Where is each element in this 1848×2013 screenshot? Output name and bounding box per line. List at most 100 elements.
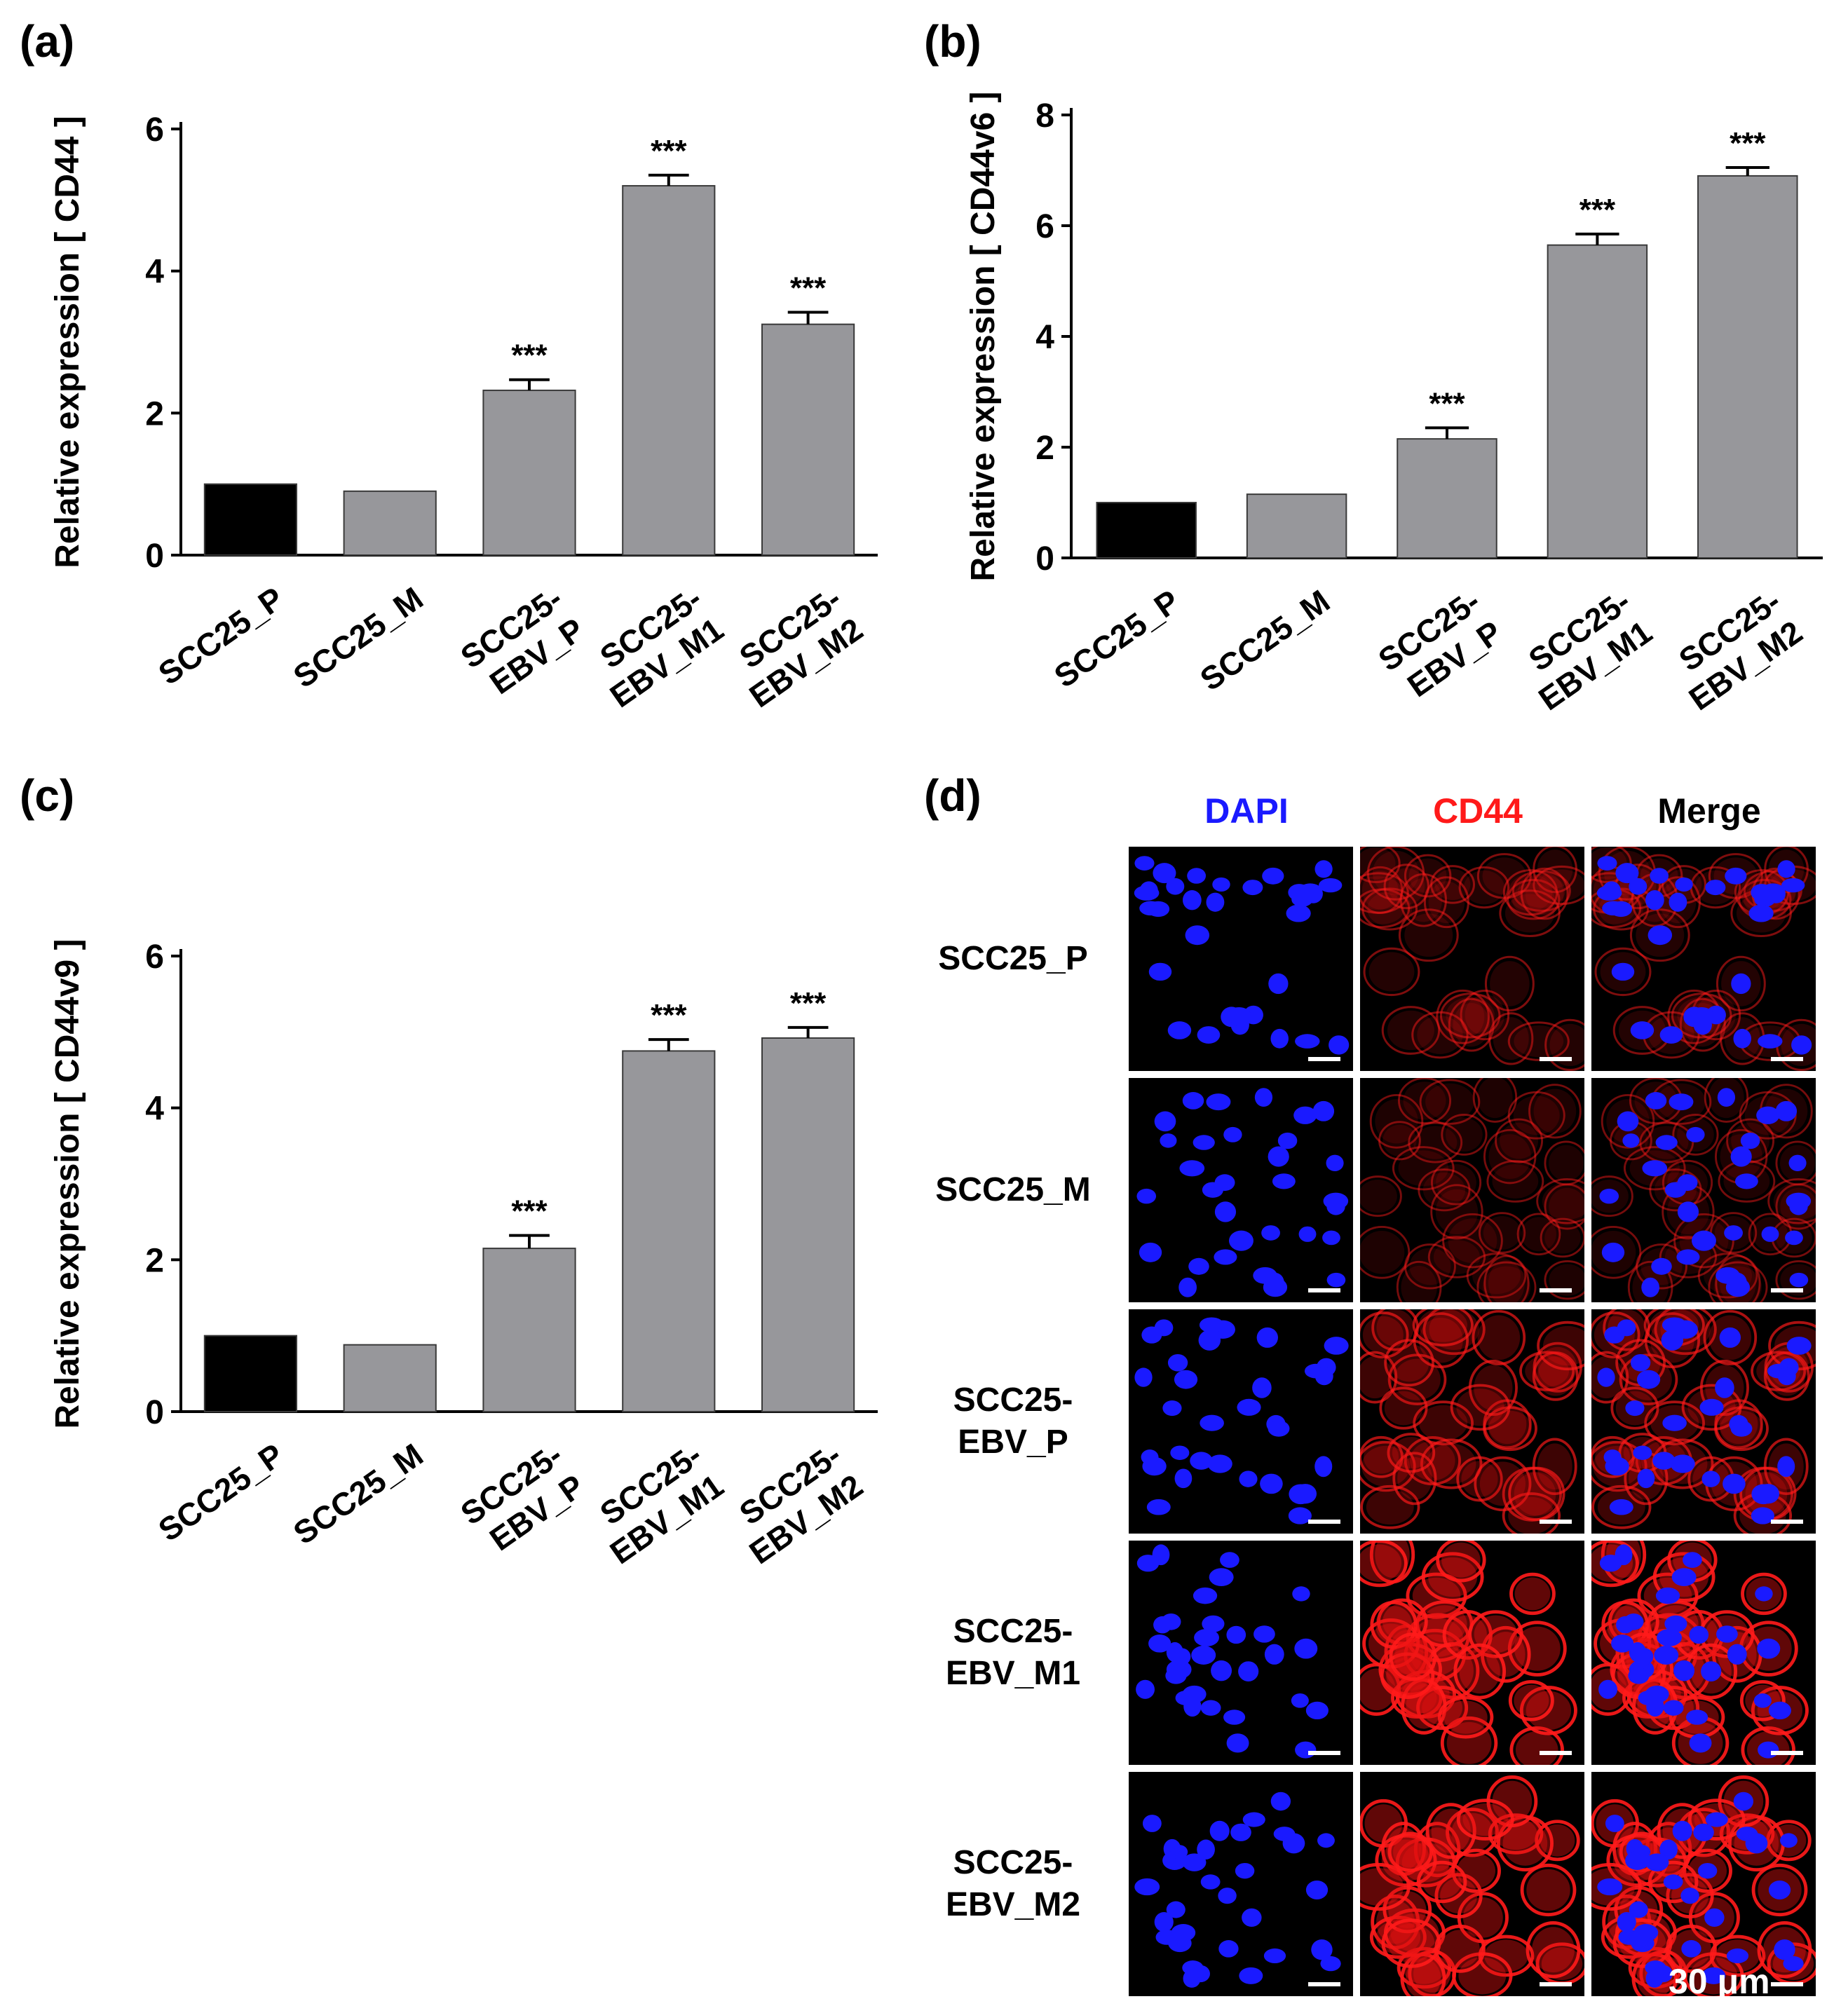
- nucleus: [1768, 1701, 1791, 1720]
- scale-bar: [1540, 1520, 1572, 1524]
- nucleus: [1268, 1146, 1289, 1167]
- nucleus: [1657, 1628, 1682, 1646]
- nucleus: [1775, 1100, 1798, 1121]
- bar: [761, 1037, 855, 1412]
- significance-label: ***: [790, 986, 827, 1021]
- nucleus: [1677, 1201, 1699, 1222]
- membrane-stain: [1446, 1808, 1499, 1857]
- nucleus: [1633, 1845, 1651, 1860]
- micrograph-dapi: [1129, 1309, 1353, 1534]
- scale-bar: [1308, 1982, 1340, 1986]
- membrane-stain: [1683, 1848, 1732, 1893]
- row-label-line: SCC25-: [953, 1381, 1073, 1419]
- nucleus: [1165, 1667, 1187, 1684]
- nucleus: [1197, 1026, 1221, 1044]
- membrane-stain: [1472, 1309, 1526, 1366]
- membrane-stain: [1673, 1213, 1734, 1269]
- nucleus: [1239, 1967, 1263, 1984]
- nucleus: [1311, 1939, 1333, 1960]
- membrane-stain: [1458, 866, 1510, 909]
- nucleus: [1671, 1568, 1697, 1586]
- cytoplasm-stain: [1360, 847, 1396, 880]
- cytoplasm-stain: [1549, 1187, 1584, 1226]
- nucleus: [1154, 1111, 1176, 1132]
- nucleus: [1652, 1452, 1676, 1470]
- membrane-stain: [1419, 1079, 1481, 1125]
- y-tick-label: 6: [145, 111, 164, 149]
- membrane-stain: [1441, 1113, 1488, 1156]
- significance-label: ***: [651, 998, 687, 1032]
- micrograph-image: [1136, 1088, 1349, 1297]
- scale-bar: [1308, 1057, 1340, 1061]
- membrane-stain: [1360, 847, 1401, 884]
- cytoplasm-stain: [1514, 1684, 1549, 1717]
- cytoplasm-stain: [1404, 878, 1443, 922]
- x-tick-label-line: SCC25_P: [151, 1436, 290, 1548]
- nucleus: [1768, 1880, 1791, 1900]
- bar: [622, 185, 716, 557]
- membrane-stain: [1751, 1351, 1807, 1391]
- cytoplasm-stain: [1456, 1388, 1504, 1426]
- bar: [343, 490, 437, 556]
- nucleus: [1630, 1021, 1655, 1039]
- nucleus: [1214, 1249, 1237, 1265]
- cytoplasm-stain: [1453, 1003, 1490, 1047]
- micrograph-image: [1134, 856, 1350, 1061]
- y-tick-label: 0: [1035, 540, 1054, 578]
- nucleus: [1141, 1326, 1162, 1344]
- nucleus: [1786, 1192, 1812, 1210]
- nucleus: [1197, 1839, 1215, 1860]
- cytoplasm-stain: [1428, 881, 1465, 924]
- row-label-line: SCC25_M: [935, 1171, 1091, 1208]
- cytoplasm-stain: [1492, 1164, 1539, 1199]
- nucleus: [1755, 1586, 1773, 1602]
- membrane-stain: [1413, 1822, 1461, 1878]
- x-tick-label: SCC25-EBV_M1: [593, 1436, 730, 1571]
- nucleus: [1265, 1272, 1284, 1294]
- nucleus: [1701, 1470, 1720, 1487]
- micrograph-cd44: [1360, 1309, 1584, 1534]
- membrane-stain: [1369, 1094, 1424, 1149]
- cytoplasm-stain: [1544, 1222, 1581, 1254]
- membrane-stain: [1434, 1924, 1486, 1973]
- cytoplasm-stain: [1386, 1657, 1429, 1694]
- nucleus: [1730, 1146, 1752, 1167]
- nucleus: [1148, 1634, 1171, 1653]
- cytoplasm-stain: [1360, 1544, 1402, 1582]
- bar: [203, 1335, 298, 1413]
- membrane-stain: [1360, 1541, 1408, 1588]
- nucleus: [1697, 1862, 1718, 1879]
- cytoplasm-stain: [1488, 1410, 1532, 1447]
- nucleus: [1214, 1174, 1235, 1192]
- cytoplasm-stain: [1525, 872, 1564, 915]
- membrane-stain: [1520, 867, 1569, 920]
- nucleus: [1148, 962, 1172, 981]
- row-label-line: SCC25_P: [938, 940, 1088, 977]
- y-tick-label: 2: [145, 395, 164, 432]
- membrane-stain: [1483, 1255, 1530, 1302]
- nucleus: [1663, 1700, 1684, 1716]
- scale-bar: [1771, 1520, 1803, 1524]
- cytoplasm-stain: [1440, 1930, 1480, 1968]
- significance-label: ***: [1730, 126, 1766, 161]
- nucleus: [1200, 1414, 1224, 1431]
- nucleus: [1254, 1088, 1273, 1107]
- cytoplasm-stain: [1543, 1325, 1584, 1366]
- nucleus: [1686, 1126, 1705, 1142]
- nucleus: [1745, 1833, 1768, 1854]
- nucleus: [1676, 1249, 1700, 1265]
- row-label-line: SCC25-: [953, 1844, 1073, 1881]
- membrane-stain: [1466, 1253, 1527, 1299]
- nucleus: [1170, 1445, 1190, 1460]
- nucleus: [1635, 1648, 1654, 1665]
- membrane-stain: [1430, 1159, 1482, 1206]
- cytoplasm-stain: [1451, 1813, 1493, 1852]
- cytoplasm-stain: [1360, 1231, 1405, 1274]
- cytoplasm-stain: [1403, 1081, 1446, 1120]
- row-label-line: EBV_M1: [945, 1655, 1081, 1692]
- micrograph-dapi: [1129, 847, 1353, 1071]
- nucleus: [1628, 1667, 1650, 1684]
- x-tick-label: SCC25-EBV_P: [1372, 582, 1509, 704]
- membrane-stain: [1387, 1831, 1433, 1872]
